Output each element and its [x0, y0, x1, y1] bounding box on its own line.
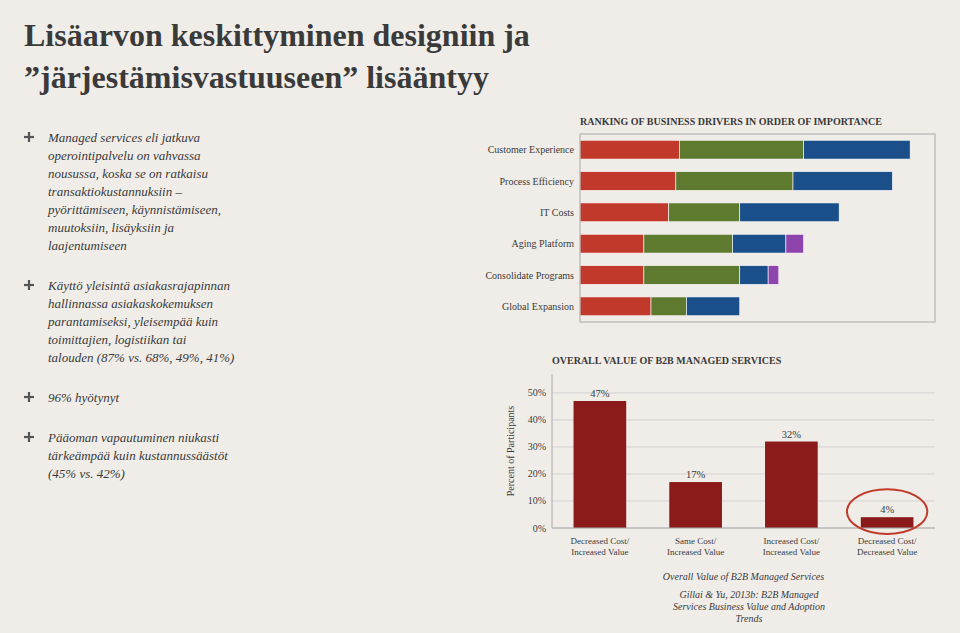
bullet-text: Pääoman vapautuminen niukastitärkeämpää …: [47, 430, 228, 481]
x-tick-label: Decreased Cost/Decreased Value: [857, 536, 917, 557]
bar-segment: [676, 172, 793, 191]
bar-segment: [644, 266, 740, 285]
bullet-plus: [28, 280, 30, 290]
x-tick-label: Increased Cost/Increased Value: [763, 536, 820, 557]
bar-segment: [580, 140, 679, 159]
bar-segment: [740, 203, 839, 222]
bullet-text: 96% hyötynyt: [48, 390, 120, 405]
bar-segment: [910, 140, 911, 159]
bar-segment: [768, 266, 779, 285]
bar: [861, 517, 914, 528]
bar-segment: [580, 172, 676, 191]
bar-segment: [580, 266, 644, 285]
x-axis-line: [552, 528, 935, 529]
bullet: Pääoman vapautuminen niukastitärkeämpää …: [24, 430, 228, 481]
bar-segment: [644, 234, 733, 253]
bar-segment: [739, 297, 740, 316]
x-tick-label: Decreased Cost/Increased Value: [571, 536, 630, 557]
grid-line: [552, 528, 935, 529]
category-label: Process Efficiency: [499, 176, 574, 187]
bullet: Managed services eli jatkuvaoperointipal…: [24, 130, 221, 253]
bars: [574, 401, 914, 528]
bar-segment: [651, 297, 687, 316]
bar-segment: [786, 234, 804, 253]
y-axis-label: Percent of Participants: [505, 406, 516, 497]
highlight-ellipse: [847, 489, 927, 534]
bar-segment: [580, 297, 651, 316]
bullet-plus: [28, 132, 30, 142]
plot-frame: [580, 134, 935, 322]
bullet: 96% hyötynyt: [24, 390, 120, 405]
bar-segment: [740, 266, 768, 285]
data-label: 4%: [880, 504, 894, 515]
data-label: 32%: [782, 429, 802, 440]
x-axis-label: Overall Value of B2B Managed Services: [663, 571, 824, 582]
y-tick-label: 10%: [528, 495, 546, 506]
chart-title: RANKING OF BUSINESS DRIVERS IN ORDER OF …: [580, 116, 882, 127]
footer: Gillai & Yu, 2013b: B2B ManagedServices …: [673, 589, 825, 624]
y-axis-line: [552, 374, 553, 528]
category-label: IT Costs: [540, 207, 574, 218]
page-title: Lisäarvon keskittyminen designiin ja”jär…: [24, 17, 530, 95]
bullet-text: Käyttö yleisintä asiakasrajapinnanhallin…: [47, 278, 234, 365]
bar-segment: [687, 297, 740, 316]
bar-segment: [679, 140, 803, 159]
bar-segment: [804, 140, 911, 159]
y-tick-label: 0%: [533, 523, 546, 534]
data-label: 17%: [686, 469, 706, 480]
y-tick-label: 20%: [528, 468, 546, 479]
x-tick-label: Same Cost/Increased Value: [667, 536, 724, 557]
y-tick-label: 40%: [528, 414, 546, 425]
bar-segment: [580, 234, 644, 253]
bullet: Käyttö yleisintä asiakasrajapinnanhallin…: [24, 278, 234, 365]
category-label: Global Expansion: [502, 301, 574, 312]
bars: [580, 140, 910, 315]
bar-segment: [669, 203, 740, 222]
category-label: Aging Platform: [512, 238, 575, 249]
bullet-text: Managed services eli jatkuvaoperointipal…: [47, 130, 221, 253]
y-tick-label: 30%: [528, 441, 546, 452]
category-label: Customer Experience: [488, 144, 575, 155]
bar: [574, 401, 627, 528]
category-label: Consolidate Programs: [485, 270, 574, 281]
bar: [669, 482, 722, 528]
bullet-plus: [28, 432, 30, 442]
bullet-plus: [28, 392, 30, 402]
bar-segment: [892, 172, 893, 191]
data-label: 47%: [590, 388, 610, 399]
y-tick-label: 50%: [528, 387, 546, 398]
bar: [765, 442, 818, 528]
bar-segment: [839, 203, 840, 222]
bar-segment: [793, 172, 892, 191]
chart-title: OVERALL VALUE OF B2B MANAGED SERVICES: [552, 355, 782, 366]
page: Lisäarvon keskittyminen designiin ja”jär…: [0, 0, 960, 633]
bar-segment: [733, 234, 786, 253]
bar-segment: [580, 203, 669, 222]
